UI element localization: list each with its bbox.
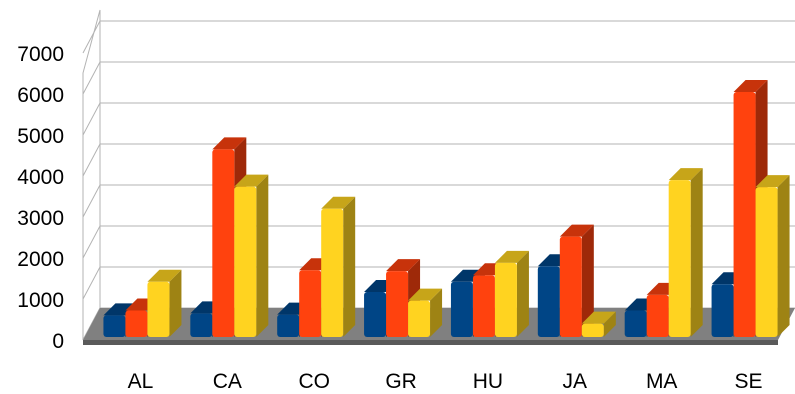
bar-hu-3 — [494, 250, 529, 337]
x-tick-label: CO — [298, 370, 330, 393]
floor-edge — [83, 340, 778, 345]
gridline — [82, 61, 795, 95]
y-tick-label: 3000 — [17, 207, 64, 230]
x-tick-label: HU — [473, 370, 503, 393]
y-axis-tick-labels: 0 1000 2000 3000 4000 5000 6000 7000 — [17, 43, 64, 353]
x-tick-label: MA — [646, 370, 678, 393]
x-tick-label: AL — [128, 370, 154, 393]
chart-walls — [82, 9, 101, 341]
gridline — [82, 20, 795, 54]
gridline — [82, 102, 795, 136]
bar-co-3 — [321, 196, 356, 337]
y-tick-label: 4000 — [17, 166, 64, 189]
gridline — [82, 225, 795, 259]
x-tick-label: JA — [563, 370, 588, 393]
x-tick-label: SE — [735, 370, 763, 393]
x-axis-tick-labels: AL CA CO GR HU JA MA SE — [128, 370, 763, 393]
bar-ca-3 — [234, 174, 269, 337]
x-tick-label: GR — [385, 370, 417, 393]
bar-ja-2 — [559, 224, 594, 337]
bar-ja-3 — [581, 311, 616, 337]
y-tick-label: 5000 — [17, 125, 64, 148]
y-tick-label: 7000 — [17, 43, 64, 66]
y-tick-label: 2000 — [17, 248, 64, 271]
side-wall — [82, 9, 101, 341]
gridline — [82, 184, 795, 218]
y-tick-label: 6000 — [17, 84, 64, 107]
bars — [103, 79, 790, 337]
gridline — [82, 143, 795, 177]
x-tick-label: CA — [213, 370, 242, 393]
y-tick-label: 0 — [52, 330, 64, 353]
bar-ma-3 — [668, 168, 703, 337]
y-tick-label: 1000 — [17, 289, 64, 312]
bar-se-3 — [755, 175, 790, 337]
bar-al-3 — [147, 269, 182, 337]
bar-gr-3 — [408, 288, 443, 337]
gridlines — [82, 20, 795, 341]
